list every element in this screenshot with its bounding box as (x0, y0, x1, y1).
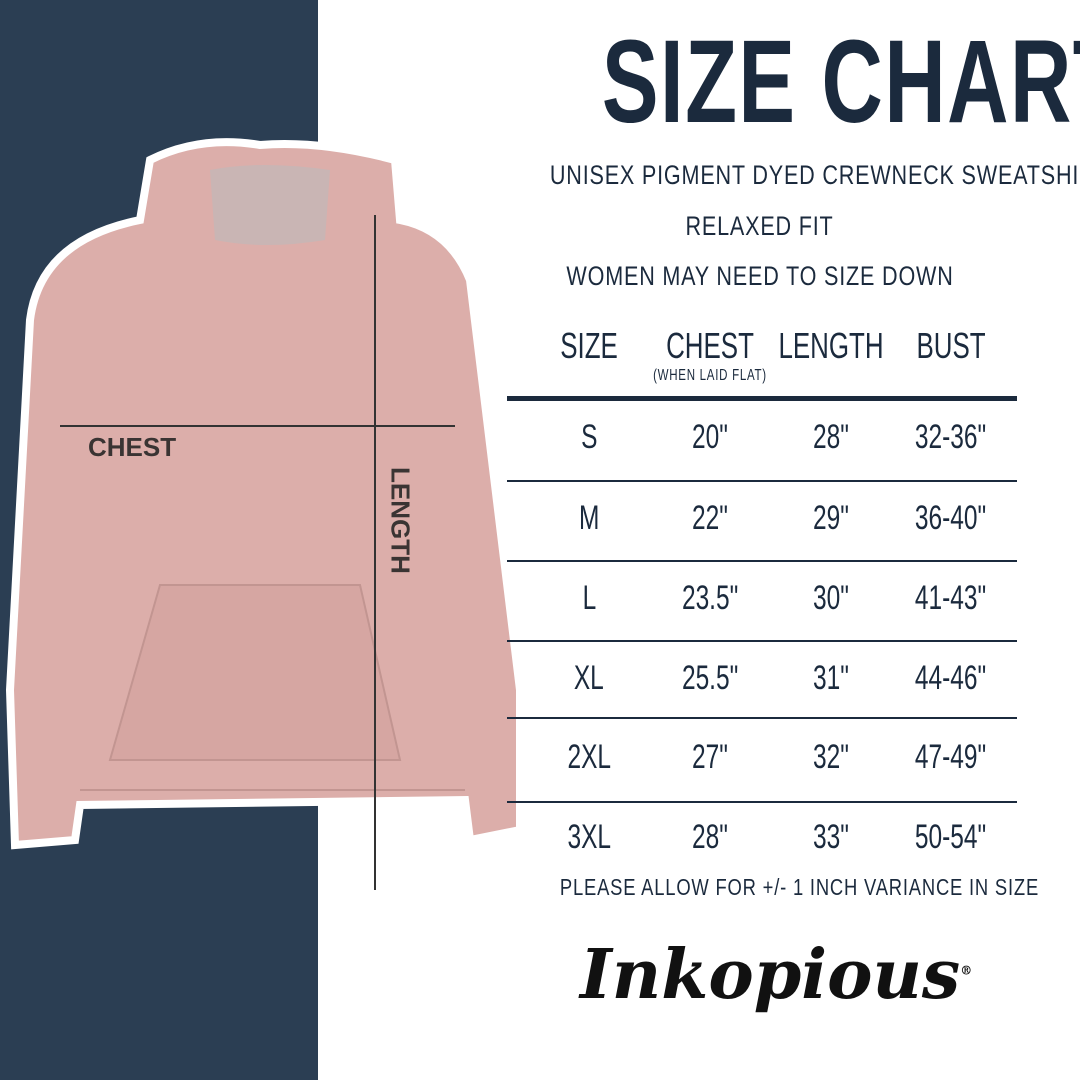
row-divider (507, 801, 1017, 803)
table-cell: 28" (692, 818, 728, 856)
table-cell: 2XL (567, 738, 611, 776)
table-cell: 33" (813, 818, 849, 856)
table-cell: 3XL (567, 818, 611, 856)
table-row: S 20" 28" 32-36" (507, 412, 1017, 462)
table-cell: 50-54" (915, 818, 987, 856)
table-cell: M (578, 499, 600, 537)
table-cell: L (582, 579, 596, 617)
header-size: SIZE (560, 325, 618, 366)
table-row: 3XL 28" 33" 50-54" (507, 812, 1017, 862)
hoodie-image (5, 138, 524, 890)
header-length: LENGTH (778, 325, 884, 366)
sizing-advice: WOMEN MAY NEED TO SIZE DOWN (566, 261, 954, 291)
table-row: 2XL 27" 32" 47-49" (507, 732, 1017, 782)
variance-footnote: PLEASE ALLOW FOR +/- 1 INCH VARIANCE IN … (559, 874, 1040, 900)
table-row: XL 25.5" 31" 44-46" (507, 653, 1017, 703)
header-chest: CHEST (666, 325, 754, 366)
length-label: LENGTH (385, 467, 416, 574)
row-divider (507, 480, 1017, 482)
table-cell: 29" (813, 499, 849, 537)
table-cell: 28" (813, 418, 849, 456)
row-divider (507, 640, 1017, 642)
table-cell: XL (574, 659, 604, 697)
table-cell: 32" (813, 738, 849, 776)
row-divider (507, 560, 1017, 562)
table-row: M 22" 29" 36-40" (507, 493, 1017, 543)
table-cell: S (580, 418, 598, 456)
header-bust: BUST (916, 325, 986, 366)
table-cell: 23.5" (681, 579, 739, 617)
table-cell: 44-46" (915, 659, 987, 697)
fit-text: RELAXED FIT (685, 211, 835, 241)
header-divider (507, 396, 1017, 401)
table-row: L 23.5" 30" 41-43" (507, 573, 1017, 623)
table-cell: 41-43" (915, 579, 987, 617)
table-cell: 22" (692, 499, 728, 537)
table-cell: 47-49" (915, 738, 987, 776)
table-cell: 31" (813, 659, 849, 697)
row-divider (507, 717, 1017, 719)
chest-note: (WHEN LAID FLAT) (653, 367, 767, 384)
brand-logo: Inkopious® (580, 935, 973, 1015)
page-title: SIZE CHART (601, 16, 1080, 148)
table-cell: 25.5" (681, 659, 739, 697)
table-cell: 27" (692, 738, 728, 776)
table-cell: 32-36" (915, 418, 987, 456)
table-cell: 20" (692, 418, 728, 456)
table-cell: 36-40" (915, 499, 987, 537)
product-subtitle: UNISEX PIGMENT DYED CREWNECK SWEATSHIRT (549, 160, 1080, 190)
table-cell: 30" (813, 579, 849, 617)
chest-label: CHEST (88, 432, 177, 462)
